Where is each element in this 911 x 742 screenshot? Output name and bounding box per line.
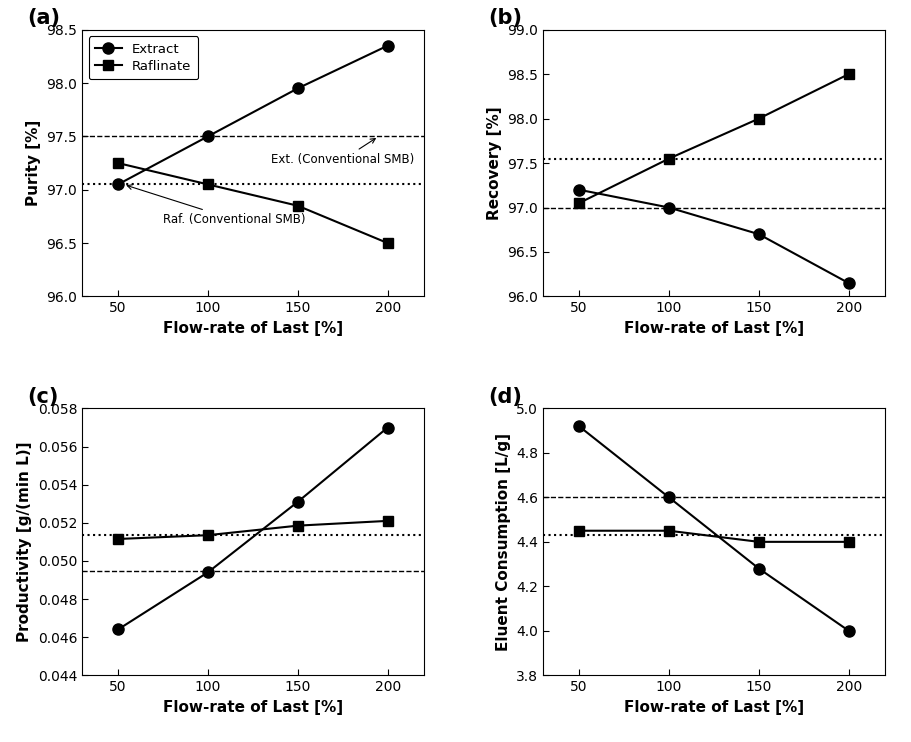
- Line: Raflinate: Raflinate: [574, 526, 853, 547]
- Raflinate: [112, 534, 123, 543]
- Line: Raflinate: Raflinate: [113, 516, 392, 544]
- Extract: [202, 132, 213, 141]
- Line: Raflinate: Raflinate: [113, 158, 392, 248]
- Extract: [573, 186, 584, 194]
- Extract: [382, 423, 393, 432]
- Raflinate: [752, 114, 763, 123]
- Legend: Extract, Raflinate: Extract, Raflinate: [88, 36, 198, 79]
- Extract: [202, 568, 213, 577]
- X-axis label: Flow-rate of Last [%]: Flow-rate of Last [%]: [162, 700, 343, 715]
- Line: Extract: Extract: [573, 421, 854, 637]
- Raflinate: [662, 526, 673, 535]
- Text: Raf. (Conventional SMB): Raf. (Conventional SMB): [128, 185, 305, 226]
- Y-axis label: Recovery [%]: Recovery [%]: [486, 106, 501, 220]
- Extract: [662, 203, 673, 212]
- X-axis label: Flow-rate of Last [%]: Flow-rate of Last [%]: [162, 321, 343, 336]
- Extract: [752, 230, 763, 239]
- Extract: [843, 626, 854, 635]
- Raflinate: [292, 521, 303, 530]
- Raflinate: [573, 526, 584, 535]
- Text: (b): (b): [488, 8, 522, 28]
- Extract: [112, 625, 123, 634]
- Text: (d): (d): [488, 387, 522, 407]
- Extract: [752, 564, 763, 573]
- Y-axis label: Productivity [g/(min L)]: Productivity [g/(min L)]: [17, 441, 32, 642]
- Line: Extract: Extract: [573, 184, 854, 289]
- Y-axis label: Purity [%]: Purity [%]: [26, 120, 41, 206]
- Raflinate: [202, 180, 213, 189]
- Raflinate: [112, 159, 123, 168]
- Raflinate: [292, 201, 303, 210]
- X-axis label: Flow-rate of Last [%]: Flow-rate of Last [%]: [623, 700, 804, 715]
- Raflinate: [662, 154, 673, 163]
- Text: Ext. (Conventional SMB): Ext. (Conventional SMB): [271, 139, 414, 166]
- Raflinate: [573, 199, 584, 208]
- Extract: [843, 279, 854, 288]
- Raflinate: [752, 537, 763, 546]
- Extract: [662, 493, 673, 502]
- Line: Extract: Extract: [112, 40, 393, 190]
- Raflinate: [202, 531, 213, 539]
- Raflinate: [382, 239, 393, 248]
- Raflinate: [843, 537, 854, 546]
- Line: Raflinate: Raflinate: [574, 69, 853, 208]
- Extract: [112, 180, 123, 189]
- X-axis label: Flow-rate of Last [%]: Flow-rate of Last [%]: [623, 321, 804, 336]
- Y-axis label: Eluent Consumption [L/g]: Eluent Consumption [L/g]: [496, 433, 510, 651]
- Text: (c): (c): [27, 387, 58, 407]
- Extract: [573, 421, 584, 430]
- Raflinate: [382, 516, 393, 525]
- Text: (a): (a): [27, 8, 60, 28]
- Raflinate: [843, 70, 854, 79]
- Extract: [382, 42, 393, 50]
- Line: Extract: Extract: [112, 422, 393, 635]
- Extract: [292, 84, 303, 93]
- Extract: [292, 497, 303, 506]
